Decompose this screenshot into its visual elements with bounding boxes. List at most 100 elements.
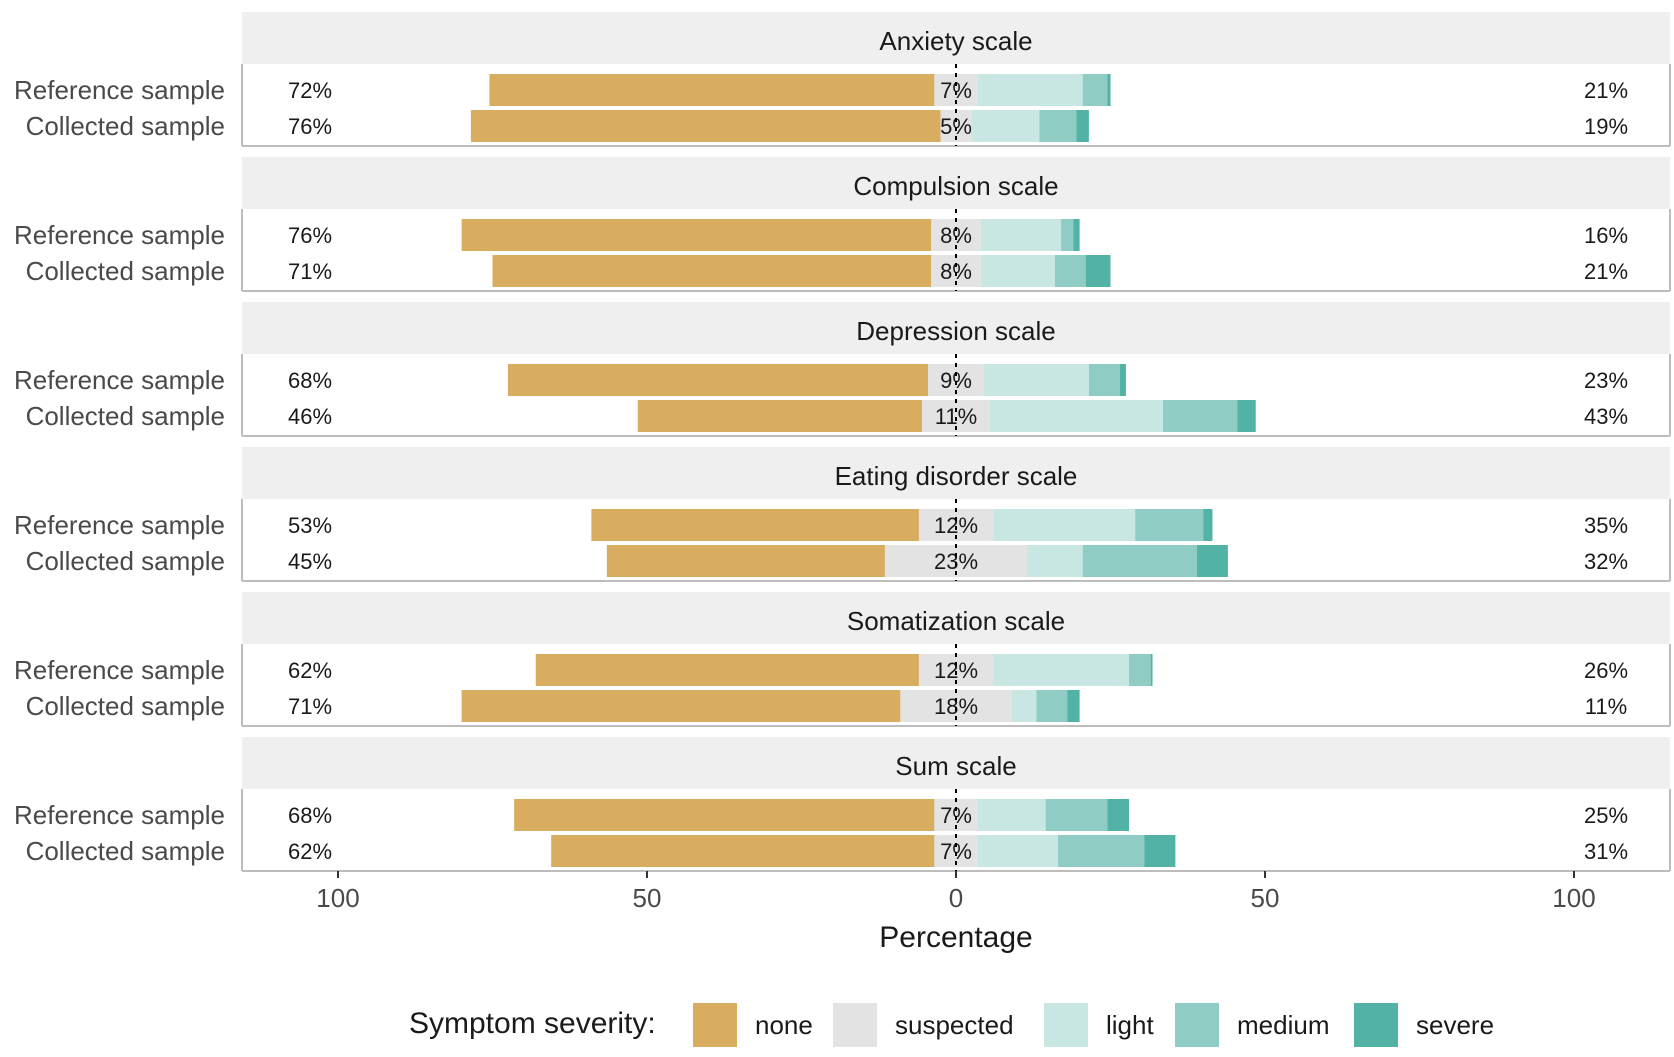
bar-segment-medium bbox=[1045, 799, 1108, 831]
bar-segment-light bbox=[1027, 545, 1083, 577]
mid-percent-label: 5% bbox=[940, 114, 972, 139]
row-label: Reference sample bbox=[14, 365, 225, 395]
bar-segment-light bbox=[989, 400, 1164, 432]
right-percent-label: 31% bbox=[1584, 839, 1628, 864]
mid-percent-label: 11% bbox=[935, 404, 977, 429]
left-percent-label: 62% bbox=[288, 839, 332, 864]
row-label: Reference sample bbox=[14, 800, 225, 830]
bar-segment-medium bbox=[1057, 835, 1145, 867]
row-label: Collected sample bbox=[26, 836, 225, 866]
right-percent-label: 43% bbox=[1584, 404, 1628, 429]
bar-segment-severe bbox=[1119, 364, 1126, 396]
mid-percent-label: 9% bbox=[940, 368, 972, 393]
panel-title: Anxiety scale bbox=[879, 26, 1032, 56]
bar-segment-light bbox=[983, 364, 1089, 396]
mid-percent-label: 8% bbox=[940, 223, 972, 248]
bar-segment-medium bbox=[1129, 654, 1151, 686]
right-percent-label: 16% bbox=[1584, 223, 1628, 248]
row-label: Collected sample bbox=[26, 111, 225, 141]
mid-percent-label: 7% bbox=[940, 839, 972, 864]
bar-segment-none bbox=[535, 654, 919, 686]
row-label: Collected sample bbox=[26, 256, 225, 286]
mid-percent-label: 7% bbox=[940, 803, 972, 828]
panel-strip bbox=[242, 592, 1670, 644]
x-tick-label: 50 bbox=[1251, 883, 1280, 913]
mid-percent-label: 23% bbox=[934, 549, 978, 574]
x-tick-label: 50 bbox=[633, 883, 662, 913]
bar-segment-severe bbox=[1237, 400, 1256, 432]
bar-segment-none bbox=[591, 509, 919, 541]
mid-percent-label: 8% bbox=[940, 259, 972, 284]
bar-segment-light bbox=[1011, 690, 1037, 722]
panel-title: Compulsion scale bbox=[853, 171, 1058, 201]
x-tick-label: 0 bbox=[949, 883, 963, 913]
left-percent-label: 45% bbox=[288, 549, 332, 574]
panel-strip bbox=[242, 302, 1670, 354]
bar-segment-light bbox=[971, 110, 1040, 142]
right-percent-label: 23% bbox=[1584, 368, 1628, 393]
bar-segment-severe bbox=[1107, 74, 1111, 106]
bar-segment-none bbox=[637, 400, 923, 432]
bar-segment-medium bbox=[1163, 400, 1238, 432]
row-label: Reference sample bbox=[14, 655, 225, 685]
right-percent-label: 26% bbox=[1584, 658, 1628, 683]
left-percent-label: 71% bbox=[288, 259, 332, 284]
bar-segment-severe bbox=[1197, 545, 1228, 577]
right-percent-label: 19% bbox=[1584, 114, 1628, 139]
left-percent-label: 53% bbox=[288, 513, 332, 538]
bar-segment-medium bbox=[1082, 545, 1198, 577]
bar-segment-light bbox=[977, 74, 1083, 106]
left-percent-label: 76% bbox=[288, 114, 332, 139]
x-tick-label: 100 bbox=[316, 883, 359, 913]
bar-segment-severe bbox=[1076, 110, 1089, 142]
mid-percent-label: 18% bbox=[934, 694, 978, 719]
panel-title: Eating disorder scale bbox=[835, 461, 1078, 491]
mid-percent-label: 7% bbox=[940, 78, 972, 103]
bar-segment-light bbox=[977, 835, 1058, 867]
mid-percent-label: 12% bbox=[934, 658, 978, 683]
bar-segment-light bbox=[977, 799, 1046, 831]
bar-segment-none bbox=[507, 364, 929, 396]
row-label: Reference sample bbox=[14, 75, 225, 105]
bar-segment-medium bbox=[1135, 509, 1204, 541]
right-percent-label: 11% bbox=[1585, 694, 1627, 719]
row-label: Collected sample bbox=[26, 546, 225, 576]
bar-segment-none bbox=[551, 835, 935, 867]
bar-segment-severe bbox=[1067, 690, 1080, 722]
left-percent-label: 68% bbox=[288, 803, 332, 828]
bar-segment-medium bbox=[1082, 74, 1108, 106]
bar-segment-light bbox=[980, 255, 1055, 287]
bar-segment-none bbox=[489, 74, 935, 106]
left-percent-label: 46% bbox=[288, 404, 332, 429]
bar-segment-medium bbox=[1061, 219, 1074, 251]
left-percent-label: 71% bbox=[288, 694, 332, 719]
bar-segment-medium bbox=[1054, 255, 1086, 287]
panel-title: Somatization scale bbox=[847, 606, 1065, 636]
x-axis-title: Percentage bbox=[879, 921, 1032, 954]
row-label: Collected sample bbox=[26, 691, 225, 721]
bar-segment-none bbox=[461, 219, 932, 251]
panel-strip bbox=[242, 12, 1670, 64]
bar-segment-light bbox=[980, 219, 1062, 251]
panel-strip bbox=[242, 737, 1670, 789]
bar-segment-light bbox=[993, 509, 1136, 541]
panel-title: Depression scale bbox=[856, 316, 1055, 346]
bar-segment-none bbox=[492, 255, 932, 287]
bar-segment-severe bbox=[1085, 255, 1111, 287]
right-percent-label: 25% bbox=[1584, 803, 1628, 828]
left-percent-label: 68% bbox=[288, 368, 332, 393]
bar-segment-medium bbox=[1088, 364, 1120, 396]
left-percent-label: 72% bbox=[288, 78, 332, 103]
bar-segment-severe bbox=[1150, 654, 1153, 686]
bar-segment-severe bbox=[1073, 219, 1080, 251]
bar-segment-none bbox=[606, 545, 885, 577]
left-percent-label: 62% bbox=[288, 658, 332, 683]
row-label: Reference sample bbox=[14, 220, 225, 250]
panel-strip bbox=[242, 447, 1670, 499]
bar-segment-severe bbox=[1144, 835, 1176, 867]
bar-segment-none bbox=[461, 690, 901, 722]
bar-segment-none bbox=[470, 110, 941, 142]
left-percent-label: 76% bbox=[288, 223, 332, 248]
